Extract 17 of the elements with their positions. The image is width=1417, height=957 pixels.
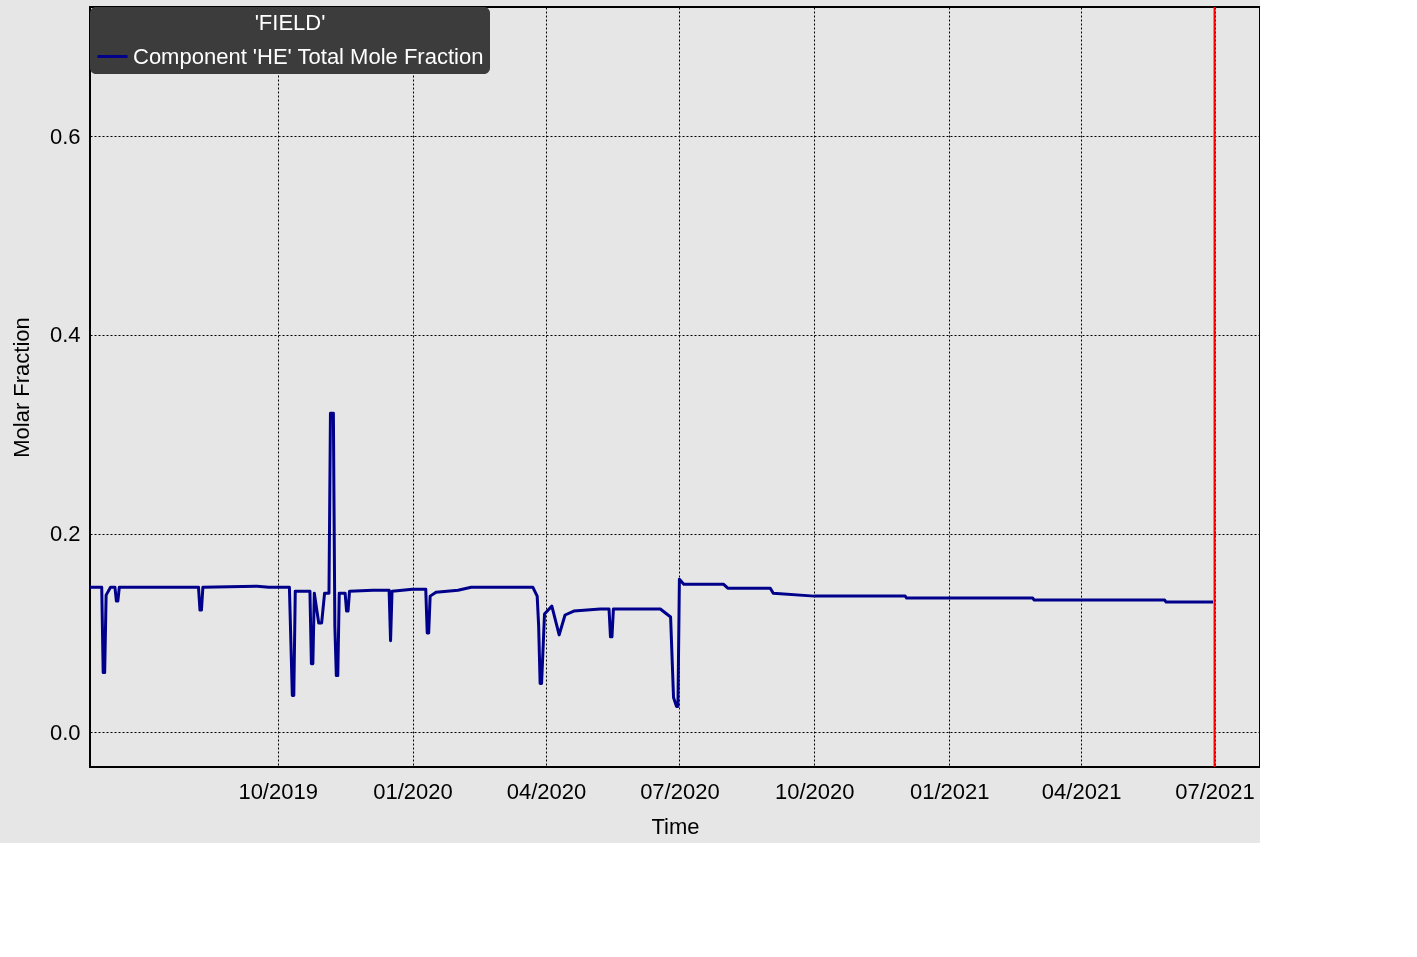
y-tick-label: 0.6: [49, 123, 81, 149]
y-tick-label: 0.0: [49, 719, 81, 745]
x-tick-label: 04/2020: [506, 778, 587, 804]
x-tick-label: 04/2021: [1041, 778, 1122, 804]
x-tick-label: 10/2019: [238, 778, 318, 804]
x-tick-label: 07/2020: [640, 778, 720, 804]
x-tick-label: 01/2020: [373, 778, 453, 804]
legend-title: 'FIELD': [254, 10, 326, 35]
x-tick-label: 07/2021: [1175, 778, 1255, 804]
x-tick-label: 10/2020: [775, 778, 855, 804]
line-series: [90, 411, 1215, 708]
y-tick-label: 0.4: [49, 322, 81, 348]
y-tick-label: 0.2: [49, 521, 81, 547]
legend-label: Component 'HE' Total Mole Fraction: [133, 43, 484, 69]
x-axis-title: Time: [651, 813, 700, 839]
x-tick-label: 01/2021: [909, 778, 990, 804]
y-axis-title: Molar Fraction: [8, 317, 34, 458]
